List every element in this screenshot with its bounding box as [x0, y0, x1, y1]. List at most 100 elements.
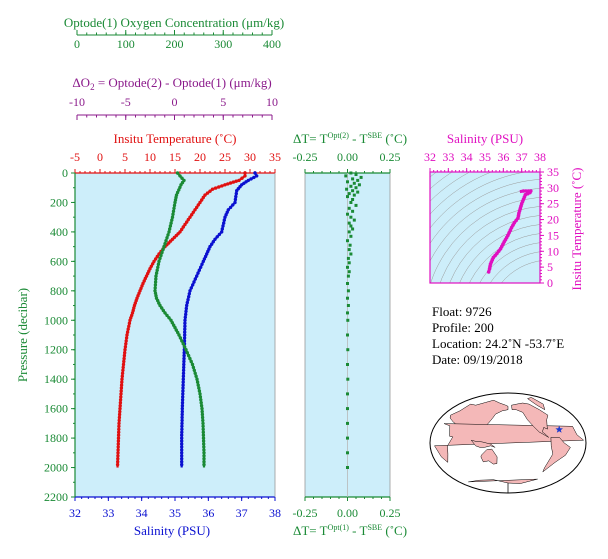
salinity-point: [180, 448, 184, 452]
ts-salinity-tick-label: 36: [497, 150, 509, 164]
oxygen-point: [153, 283, 158, 287]
oxygen-point: [199, 404, 204, 408]
pressure-axis-tick-label: 600: [50, 254, 68, 268]
pressure-axis-tick-label: 2000: [44, 461, 68, 475]
oxygen-point: [170, 218, 174, 222]
oxygen-point: [160, 250, 164, 255]
temperature-point: [220, 184, 224, 188]
delta-o2-axis-title: ΔO2 = Optode(2) - Optode(1) (μm/kg): [72, 75, 271, 92]
ts-salinity-tick-label: 33: [442, 150, 454, 164]
ts-temperature-tick-label: 15: [547, 228, 559, 242]
delta-o2-axis-tick-label: -5: [121, 95, 131, 109]
delta-t-point: [347, 261, 351, 265]
delta-t-point: [345, 187, 349, 191]
temperature-point: [223, 183, 227, 187]
ts-salinity-tick-label: 38: [534, 150, 546, 164]
ts-temperature-tick-label: 35: [547, 165, 559, 179]
salinity-point: [200, 262, 204, 266]
pressure-axis-tick-label: 1000: [44, 313, 68, 327]
oxygen-point: [157, 259, 161, 264]
delta-t-point: [349, 171, 353, 175]
oxygen-point: [201, 424, 205, 428]
ts-point: [526, 189, 531, 193]
temperature-point: [117, 418, 121, 423]
temperature-point: [116, 451, 120, 455]
oxygen-point: [195, 377, 199, 381]
oxygen-point: [202, 457, 206, 461]
pressure-axis-tick-label: 1600: [44, 402, 68, 416]
oxygen-point: [177, 188, 181, 192]
oxygen-point: [163, 242, 167, 246]
oxygen-point: [160, 306, 164, 310]
temperature-point: [154, 257, 158, 261]
temperature-point: [117, 412, 122, 417]
oxygen-point: [201, 421, 205, 426]
ts-point: [495, 251, 499, 256]
delta-t-bottom-tick-label: -0.25: [293, 506, 318, 520]
temperature-axis-tick-label: 25: [219, 150, 231, 164]
salinity-point: [181, 371, 186, 375]
oxygen-point: [175, 171, 180, 175]
delta-t-point: [346, 466, 349, 469]
series-oxygen: [153, 171, 206, 468]
delta-t-point: [347, 230, 351, 234]
oxygen-point: [178, 336, 183, 340]
oxygen-point: [191, 365, 196, 370]
salinity-axis-tick-label: 34: [136, 506, 148, 520]
oxygen-point: [167, 316, 171, 320]
delta-t-point: [351, 177, 355, 181]
oxygen-point: [196, 383, 200, 387]
temperature-point: [117, 424, 121, 428]
salinity-point: [183, 324, 187, 328]
delta-t-point: [346, 289, 350, 293]
salinity-point: [182, 353, 186, 358]
temperature-point: [123, 348, 127, 352]
salinity-point: [180, 430, 184, 434]
temperature-point: [116, 457, 120, 461]
oxygen-point: [159, 253, 163, 258]
salinity-point: [185, 300, 189, 305]
delta-o2-axis-tick-label: 5: [220, 95, 226, 109]
temperature-point: [120, 374, 125, 378]
temperature-point: [181, 225, 185, 229]
oxygen-point: [184, 348, 188, 352]
delta-t-point: [346, 256, 350, 260]
temperature-point: [118, 404, 122, 408]
temperature-point: [121, 368, 125, 372]
oxygen-point: [186, 353, 191, 358]
salinity-point: [180, 406, 184, 411]
salinity-point: [234, 194, 238, 199]
oxygen-point: [172, 206, 176, 210]
salinity-point: [180, 442, 184, 446]
salinity-point: [181, 395, 185, 399]
temperature-point: [123, 351, 127, 355]
temperature-point: [116, 460, 120, 464]
delta-t-point: [346, 363, 349, 366]
delta-t-point: [349, 252, 353, 256]
oxygen-point: [175, 190, 180, 195]
delta-t-point: [346, 333, 349, 337]
delta-t-point: [351, 198, 355, 201]
temperature-point: [118, 401, 123, 405]
temperature-point: [196, 203, 200, 207]
salinity-point: [180, 409, 184, 414]
temperature-point: [117, 430, 121, 434]
salinity-point: [180, 445, 184, 449]
temperature-point: [117, 415, 122, 420]
salinity-point: [221, 224, 225, 228]
salinity-point: [181, 389, 185, 393]
salinity-point: [181, 377, 185, 381]
salinity-point: [187, 292, 191, 296]
salinity-point: [182, 359, 186, 364]
temperature-point: [226, 182, 230, 186]
temperature-point: [186, 217, 190, 222]
oxygen-point: [179, 183, 183, 187]
salinity-point: [180, 436, 184, 440]
oxygen-point: [153, 280, 158, 284]
salinity-point: [180, 404, 185, 408]
salinity-point: [211, 240, 215, 244]
oxygen-point: [202, 460, 206, 464]
salinity-point: [183, 321, 187, 325]
ts-temperature-tick-label: 25: [547, 197, 559, 211]
delta-t-top-tick-label: 0.00: [337, 150, 358, 164]
